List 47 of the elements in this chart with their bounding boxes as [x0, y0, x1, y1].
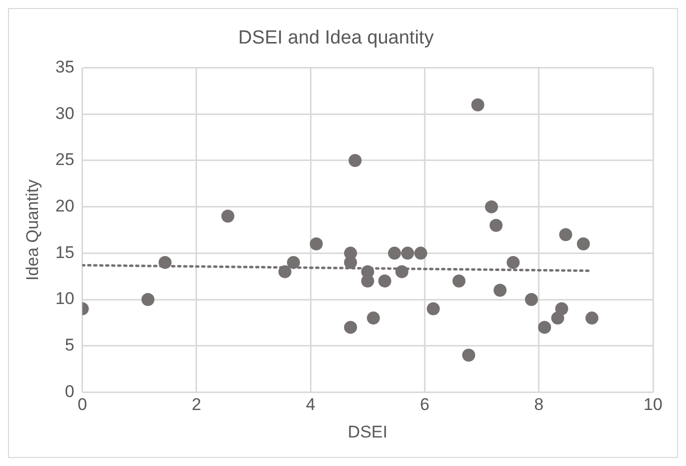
- point: [401, 246, 414, 260]
- point: [559, 228, 572, 242]
- point: [141, 293, 154, 306]
- point: [538, 320, 552, 334]
- y-tick-label: 15: [55, 242, 74, 262]
- point: [484, 200, 498, 214]
- point: [506, 256, 520, 269]
- point: [158, 256, 172, 269]
- point: [278, 265, 292, 278]
- point: [490, 218, 503, 232]
- chart-title: DSEI and Idea quantity: [238, 28, 434, 49]
- point: [366, 312, 380, 325]
- point: [221, 210, 234, 223]
- point: [286, 256, 300, 269]
- y-tick-label: 0: [64, 382, 74, 401]
- y-tick-label: 5: [64, 336, 74, 355]
- point: [344, 320, 358, 334]
- point: [555, 302, 568, 316]
- point: [462, 348, 476, 362]
- y-tick-label: 10: [55, 289, 74, 308]
- y-axis-title: Idea Quantity: [22, 178, 42, 281]
- point: [388, 246, 401, 260]
- point: [378, 274, 392, 288]
- point: [344, 256, 358, 269]
- point: [395, 265, 408, 278]
- x-tick-label: 10: [644, 395, 662, 414]
- point: [585, 312, 598, 325]
- y-tick-label: 20: [55, 196, 74, 216]
- point: [494, 284, 507, 297]
- point: [348, 154, 362, 167]
- x-tick-label: 4: [306, 395, 316, 414]
- x-axis-title: DSEI: [348, 422, 388, 442]
- point: [310, 237, 323, 250]
- point: [426, 302, 440, 316]
- x-tick-label: 2: [192, 395, 202, 414]
- point: [414, 246, 428, 260]
- point: [576, 237, 590, 250]
- point: [471, 98, 484, 112]
- point: [452, 274, 466, 288]
- x-tick-label: 8: [534, 395, 544, 414]
- y-tick-label: 30: [55, 104, 74, 123]
- point: [524, 293, 538, 306]
- x-tick-label: 0: [78, 395, 88, 414]
- point: [361, 274, 374, 288]
- x-tick-label: 6: [420, 395, 430, 414]
- y-tick-label: 25: [55, 150, 74, 170]
- y-tick-label: 35: [55, 57, 74, 76]
